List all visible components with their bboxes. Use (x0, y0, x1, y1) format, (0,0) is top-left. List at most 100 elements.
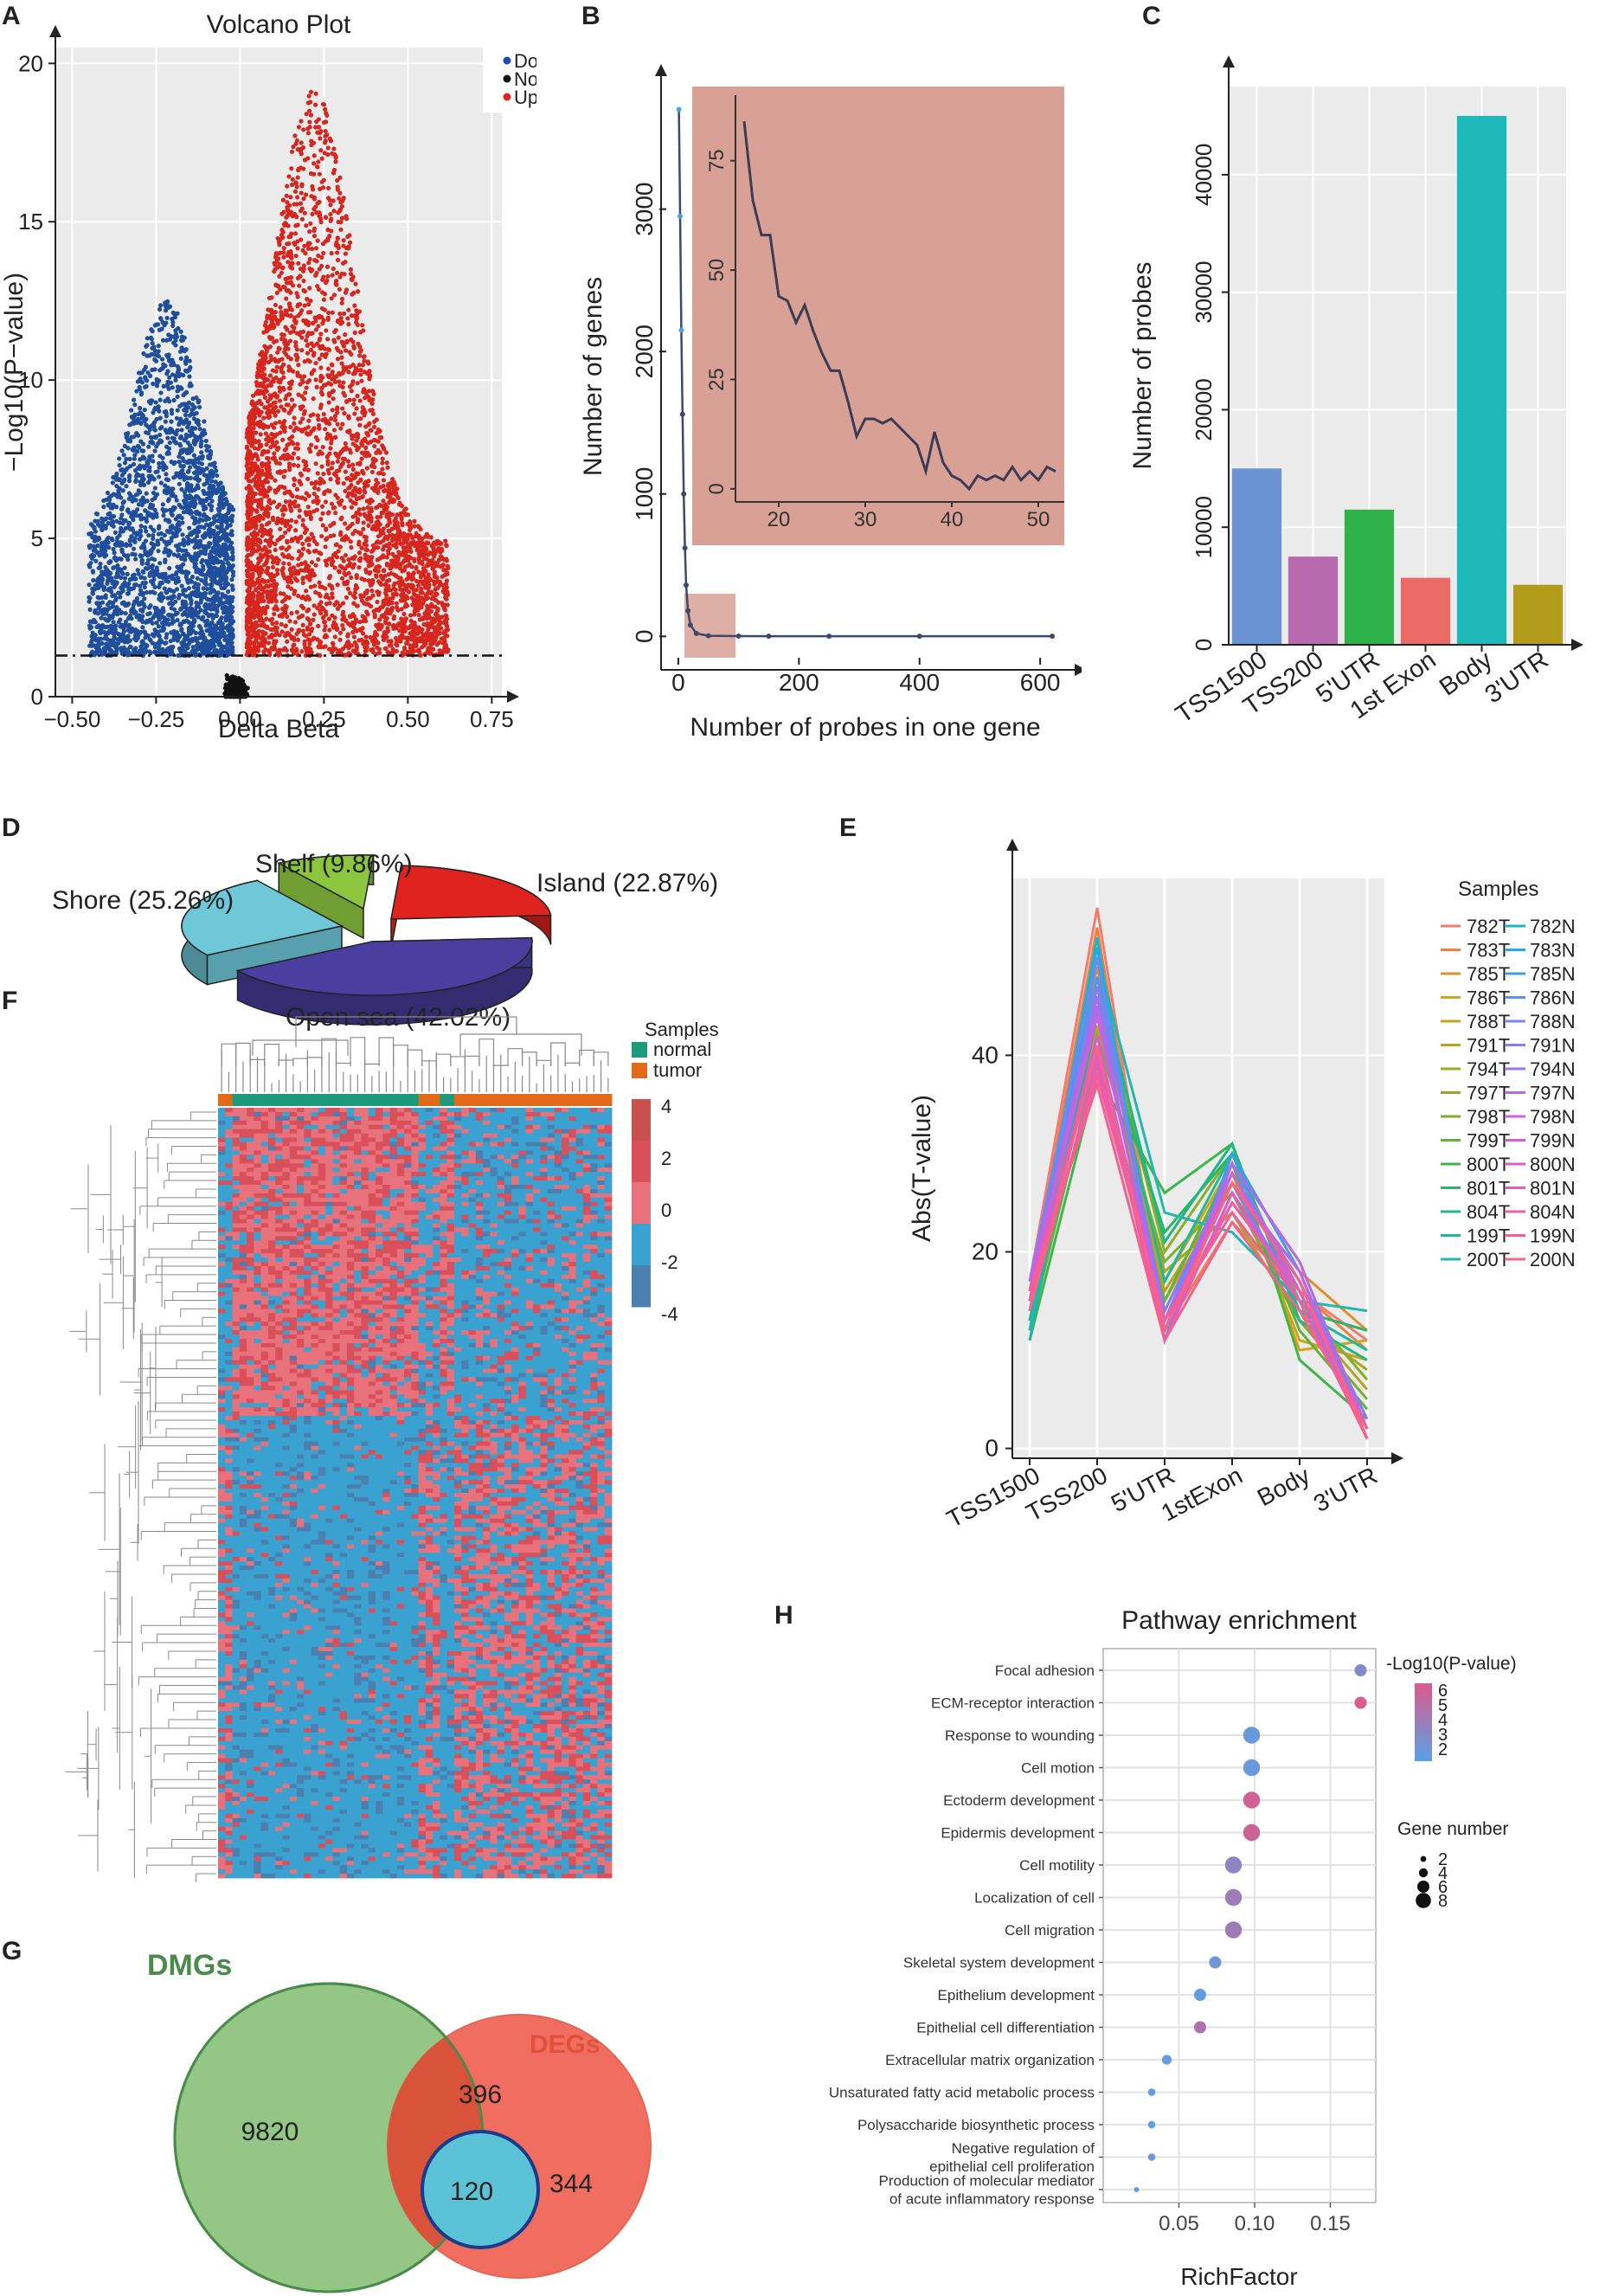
down-point (121, 479, 126, 484)
down-point (197, 454, 202, 460)
up-point (259, 374, 264, 379)
down-point (173, 328, 178, 333)
up-point (294, 646, 299, 652)
up-point (286, 392, 292, 397)
up-point (345, 632, 350, 637)
down-point (135, 449, 140, 454)
up-point (282, 485, 287, 491)
down-point (200, 533, 205, 539)
down-point (87, 543, 92, 549)
up-point (295, 571, 301, 576)
down-point (140, 473, 145, 478)
down-point (95, 601, 101, 608)
down-point (124, 543, 129, 549)
down-point (148, 398, 154, 403)
down-point (169, 408, 174, 413)
down-point (160, 502, 165, 507)
up-point (290, 493, 295, 498)
up-point (356, 480, 361, 486)
down-point (219, 585, 224, 590)
down-point (211, 560, 216, 566)
up-point (294, 609, 299, 614)
up-point (335, 257, 341, 263)
down-point (143, 524, 148, 531)
up-point (340, 406, 345, 411)
up-point (281, 387, 286, 392)
down-point (99, 615, 104, 621)
down-point (151, 407, 157, 412)
up-point (363, 445, 369, 450)
down-point (179, 627, 184, 633)
up-point (314, 384, 319, 389)
down-point (93, 610, 98, 615)
down-point (104, 516, 109, 521)
panel-label-c: C (1142, 2, 1161, 30)
up-point (311, 344, 317, 349)
down-point (151, 344, 157, 350)
down-point (157, 617, 162, 622)
up-point (331, 170, 336, 176)
down-point (191, 620, 197, 625)
up-point (286, 562, 292, 567)
up-point (313, 246, 319, 251)
down-point (101, 551, 106, 556)
down-point (140, 543, 145, 549)
up-point (335, 357, 341, 362)
down-point (111, 603, 116, 609)
down-point (163, 559, 168, 564)
down-point (207, 552, 212, 557)
down-point (179, 345, 184, 351)
down-point (202, 591, 209, 596)
up-point (403, 506, 408, 511)
down-point (87, 582, 92, 588)
up-point (294, 202, 299, 207)
down-point (119, 512, 125, 518)
down-point (125, 446, 131, 451)
up-point (321, 471, 326, 477)
up-point (294, 486, 299, 492)
up-point (338, 516, 344, 522)
up-point (285, 489, 290, 494)
down-point (102, 616, 108, 621)
up-point (343, 566, 348, 571)
up-point (252, 446, 258, 451)
down-point (142, 367, 147, 372)
down-point (132, 531, 137, 536)
down-point (157, 460, 162, 466)
down-point (187, 610, 192, 615)
up-point (328, 218, 333, 223)
down-point (164, 575, 170, 581)
up-point (296, 549, 302, 554)
up-point (258, 514, 263, 519)
down-point (140, 646, 145, 652)
up-point (381, 478, 386, 483)
down-point (106, 569, 111, 574)
down-point (141, 497, 146, 502)
down-point (113, 473, 119, 479)
down-point (174, 471, 179, 476)
down-point (186, 630, 192, 635)
down-point (196, 511, 202, 516)
down-point (200, 501, 206, 506)
down-point (162, 490, 167, 495)
up-point (337, 286, 343, 292)
down-point (214, 468, 219, 473)
down-point (153, 631, 158, 636)
up-point (352, 411, 357, 416)
down-point (93, 518, 98, 524)
down-point (149, 337, 154, 342)
up-point (347, 590, 353, 595)
down-point (173, 375, 178, 380)
up-point (272, 433, 277, 438)
down-point (155, 381, 160, 386)
down-point (138, 583, 143, 588)
down-point (181, 537, 186, 543)
down-point (173, 494, 178, 499)
up-point (381, 547, 386, 552)
x-tick-label: −0.50 (44, 706, 101, 732)
up-point (292, 482, 297, 487)
up-point (326, 347, 331, 353)
down-point (181, 505, 186, 511)
down-point (145, 460, 151, 466)
down-point (215, 551, 220, 556)
